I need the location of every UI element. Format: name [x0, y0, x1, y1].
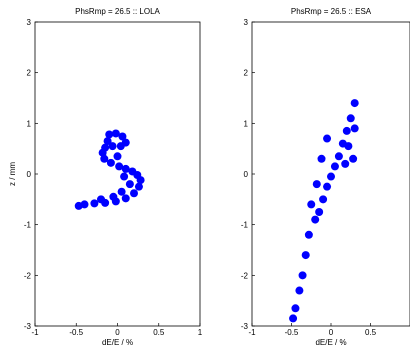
esa-data-point: [311, 215, 320, 224]
esa-data-point: [315, 208, 324, 216]
esa-data-point: [323, 134, 332, 143]
lola-data-point: [100, 154, 109, 163]
esa-ytick-label: -1: [241, 221, 249, 230]
lola-data-point: [134, 182, 143, 191]
lola-xtick-label: 0.5: [153, 328, 165, 337]
lola-data-point: [121, 194, 130, 203]
esa-data-point: [289, 314, 298, 323]
lola-ytick-label: 2: [27, 69, 32, 78]
esa-data-point: [319, 195, 328, 204]
lola-data-point: [108, 142, 117, 151]
esa-data-point: [301, 251, 310, 260]
esa-ytick-label: -3: [241, 322, 249, 331]
lola-data-point: [125, 180, 134, 189]
lola-data-point: [116, 142, 125, 151]
esa-data-point: [291, 304, 300, 313]
esa-data-point: [344, 142, 353, 151]
esa-data-point: [330, 162, 339, 171]
lola-title: PhsRmp = 26.5 :: LOLA: [75, 7, 160, 16]
lola-data-point: [103, 137, 112, 146]
esa-data-point: [342, 126, 351, 135]
esa-ytick-label: 0: [244, 170, 249, 179]
lola-xlabel: dE/E / %: [102, 338, 133, 346]
lola-data-point: [120, 172, 129, 181]
esa-data-point: [327, 172, 335, 181]
lola-data-point: [105, 130, 114, 139]
lola-ytick-label: 0: [27, 170, 32, 179]
lola-data-point: [106, 158, 115, 167]
esa-data-point: [334, 152, 343, 161]
esa-data-point: [295, 286, 304, 295]
esa-data-point: [312, 180, 321, 189]
lola-xtick-label: 0: [115, 328, 120, 337]
lola-data-point: [74, 201, 83, 210]
esa-data-point: [304, 230, 313, 239]
lola-xtick-label: 1: [198, 328, 203, 337]
lola-ytick-label: 3: [27, 18, 32, 27]
esa-ytick-label: -2: [241, 271, 249, 280]
lola-xtick-label: -1: [31, 328, 39, 337]
esa-data-point: [317, 154, 326, 163]
lola-data-point: [97, 195, 105, 204]
lola-data-point: [113, 152, 122, 161]
lola-data-point: [111, 129, 120, 138]
esa-data-point: [346, 114, 355, 123]
lola-data-point: [121, 164, 130, 173]
lola-data-point: [109, 192, 118, 201]
esa-title: PhsRmp = 26.5 :: ESA: [291, 7, 372, 16]
lola-ytick-label: -2: [24, 271, 32, 280]
esa-ytick-label: 3: [244, 18, 249, 27]
lola-data-point: [118, 132, 127, 141]
esa-ytick-label: 2: [244, 69, 249, 78]
esa-data-point: [350, 99, 359, 108]
lola-data-point: [130, 189, 138, 198]
esa-data-point: [349, 154, 358, 163]
esa-xtick-label: -0.5: [285, 328, 299, 337]
esa-ytick-label: 1: [244, 119, 249, 128]
lola-data-point: [98, 148, 107, 157]
esa-data-point: [307, 200, 316, 209]
esa-data-point: [341, 159, 350, 168]
lola-ylabel: z / mm: [8, 162, 17, 186]
lola-data-point: [117, 187, 126, 196]
esa-xtick-label: 0.5: [365, 328, 377, 337]
esa-xtick-label: -1: [248, 328, 256, 337]
esa-data-point: [350, 124, 359, 133]
esa-xlabel: dE/E / %: [315, 338, 346, 346]
lola-xtick-label: -0.5: [69, 328, 83, 337]
esa-data-point: [323, 182, 332, 191]
lola-ytick-label: -1: [24, 221, 32, 230]
esa-xtick-label: 0: [329, 328, 334, 337]
lola-axes-box: [34, 21, 201, 327]
lola-data-point: [136, 176, 145, 185]
esa-data-point: [298, 271, 307, 280]
lola-data-point: [115, 162, 124, 171]
lola-ytick-label: -3: [24, 322, 32, 331]
lola-data-point: [90, 199, 99, 208]
lola-ytick-label: 1: [27, 119, 32, 128]
